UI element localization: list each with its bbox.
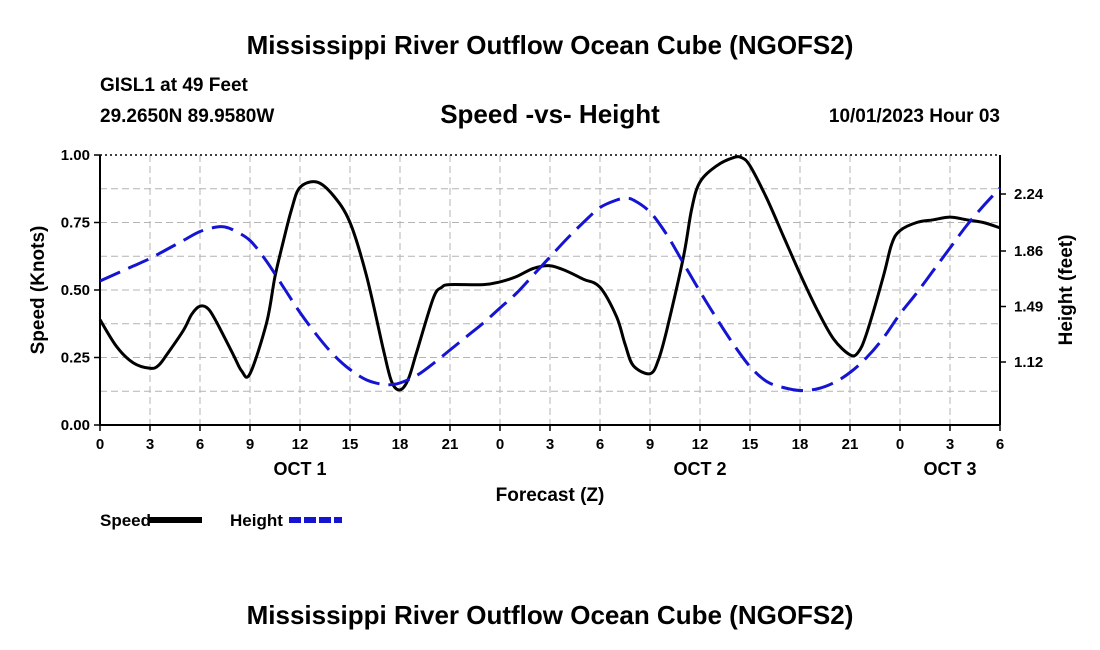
main-title: Mississippi River Outflow Ocean Cube (NG…	[246, 30, 854, 60]
x-tick-label: 0	[96, 436, 104, 453]
x-tick-label: 18	[792, 436, 809, 453]
grid-lines	[100, 155, 1000, 425]
axes	[94, 154, 1006, 431]
forecast-datetime: 10/01/2023 Hour 03	[828, 106, 1000, 127]
x-tick-label: 12	[692, 436, 709, 453]
y2-tick-label: 2.24	[1014, 186, 1044, 203]
x-tick-label: 6	[996, 436, 1004, 453]
x-tick-label: 15	[742, 436, 759, 453]
x-tick-label: 0	[496, 436, 504, 453]
y-tick-label: 0.75	[61, 215, 90, 232]
x-tick-label: 9	[646, 436, 654, 453]
x-tick-label: 15	[342, 436, 359, 453]
date-label: OCT 3	[923, 459, 976, 479]
series-line-height	[99, 186, 1002, 393]
series-line-speed	[98, 155, 1001, 392]
y-tick-label: 0.00	[61, 417, 90, 434]
axis-labels: 0 3 6 9 12 15 18 21 0 3 6 9 12 15 18 21 0 3 6 OCT 1 OCT 2 OCT…	[28, 147, 1077, 506]
x-axis-title: Forecast (Z)	[496, 485, 605, 506]
y2-tick-label: 1.49	[1014, 299, 1043, 316]
chart-title: Speed -vs- Height	[440, 99, 660, 129]
x-tick-label: 3	[546, 436, 554, 453]
x-tick-label: 3	[946, 436, 954, 453]
series-lines	[98, 155, 1002, 393]
y-tick-label: 0.50	[61, 282, 90, 299]
legend-label-height: Height	[230, 511, 283, 530]
x-tick-label: 6	[196, 436, 204, 453]
x-tick-label: 9	[246, 436, 254, 453]
x-tick-label: 21	[442, 436, 459, 453]
y-axis-title: Speed (Knots)	[28, 226, 49, 355]
legend: Speed Height	[100, 511, 342, 530]
y2-axis-title: Height (feet)	[1056, 235, 1077, 346]
x-tick-label: 21	[842, 436, 859, 453]
y2-tick-label: 1.12	[1014, 354, 1043, 371]
y-tick-label: 0.25	[61, 350, 90, 367]
station-coords: 29.2650N 89.9580W	[100, 106, 275, 127]
x-tick-label: 6	[596, 436, 604, 453]
y-tick-label: 1.00	[61, 147, 90, 164]
x-tick-label: 3	[146, 436, 154, 453]
date-label: OCT 2	[673, 459, 726, 479]
legend-label-speed: Speed	[100, 511, 151, 530]
y2-tick-label: 1.86	[1014, 243, 1043, 260]
x-tick-label: 12	[292, 436, 309, 453]
date-label: OCT 1	[273, 459, 326, 479]
station-name: GISL1 at 49 Feet	[100, 75, 248, 96]
repeat-title: Mississippi River Outflow Ocean Cube (NG…	[246, 600, 854, 630]
x-tick-label: 18	[392, 436, 409, 453]
x-tick-label: 0	[896, 436, 904, 453]
